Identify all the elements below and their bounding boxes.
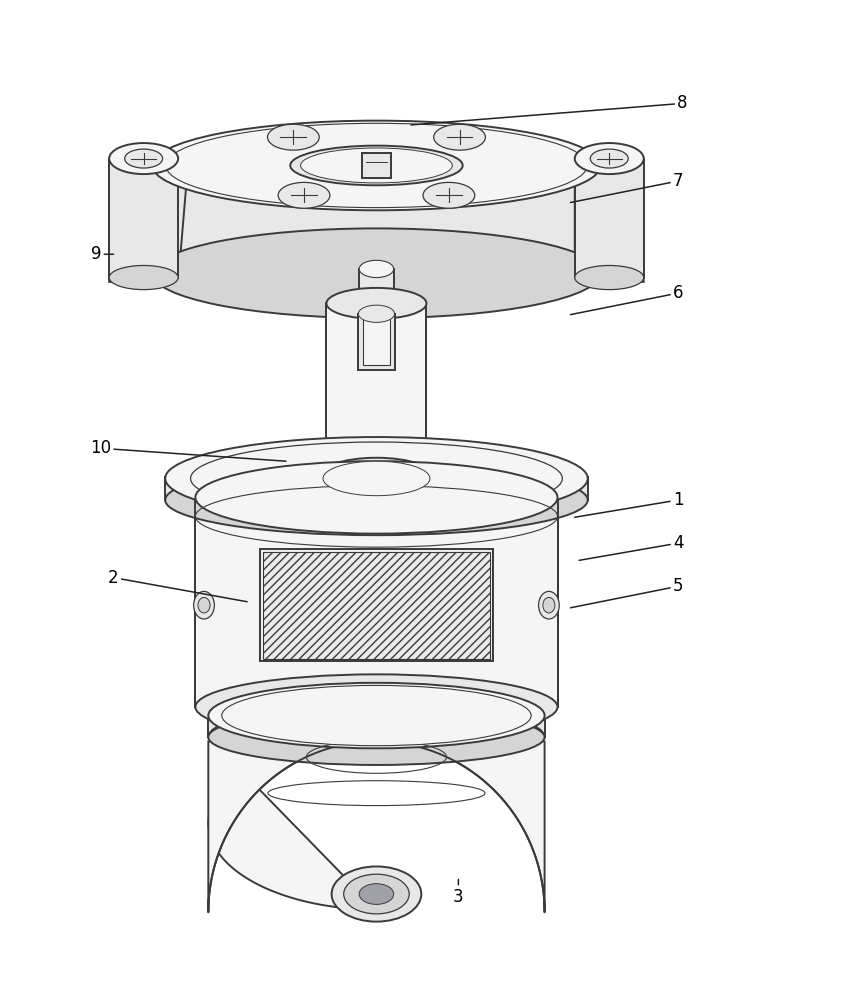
Ellipse shape <box>208 683 545 748</box>
Ellipse shape <box>221 685 531 746</box>
Text: 7: 7 <box>570 172 683 203</box>
Bar <box>260 549 493 661</box>
Polygon shape <box>208 716 545 737</box>
Ellipse shape <box>323 461 430 496</box>
Ellipse shape <box>590 149 628 168</box>
Ellipse shape <box>300 148 452 183</box>
Text: 4: 4 <box>579 534 683 560</box>
Ellipse shape <box>190 442 562 515</box>
Polygon shape <box>208 741 545 912</box>
Polygon shape <box>152 165 600 273</box>
Ellipse shape <box>208 709 545 765</box>
Ellipse shape <box>165 465 587 535</box>
Ellipse shape <box>152 121 600 210</box>
Bar <box>358 314 394 370</box>
Ellipse shape <box>574 143 644 174</box>
Ellipse shape <box>358 305 394 322</box>
Ellipse shape <box>267 124 319 150</box>
Ellipse shape <box>326 288 426 319</box>
Ellipse shape <box>109 265 178 290</box>
Text: 9: 9 <box>91 245 113 263</box>
Ellipse shape <box>279 182 330 208</box>
Ellipse shape <box>194 591 215 619</box>
Ellipse shape <box>291 146 463 185</box>
Ellipse shape <box>316 458 437 499</box>
Bar <box>362 318 390 365</box>
Ellipse shape <box>152 228 600 318</box>
Text: 6: 6 <box>570 284 683 315</box>
Bar <box>362 153 391 178</box>
Polygon shape <box>574 159 644 278</box>
Ellipse shape <box>423 182 475 208</box>
Ellipse shape <box>359 884 394 904</box>
Ellipse shape <box>433 124 485 150</box>
Polygon shape <box>208 704 545 910</box>
Ellipse shape <box>359 260 394 278</box>
Polygon shape <box>574 159 644 282</box>
Ellipse shape <box>326 459 426 490</box>
Bar <box>263 552 490 659</box>
Text: 5: 5 <box>570 577 683 608</box>
Text: 10: 10 <box>90 439 286 461</box>
Ellipse shape <box>166 123 587 208</box>
Ellipse shape <box>331 866 421 922</box>
Ellipse shape <box>543 597 555 613</box>
Polygon shape <box>165 477 587 500</box>
Text: 1: 1 <box>574 491 683 517</box>
Ellipse shape <box>343 874 409 914</box>
Ellipse shape <box>195 461 558 534</box>
Ellipse shape <box>195 674 558 740</box>
Text: 3: 3 <box>453 879 464 906</box>
Polygon shape <box>195 497 558 707</box>
Ellipse shape <box>109 143 178 174</box>
Polygon shape <box>109 159 189 282</box>
Text: 2: 2 <box>108 569 247 602</box>
Ellipse shape <box>574 265 644 290</box>
Ellipse shape <box>539 591 560 619</box>
Ellipse shape <box>165 437 587 520</box>
Polygon shape <box>109 159 178 278</box>
Ellipse shape <box>125 149 163 168</box>
Polygon shape <box>359 269 394 295</box>
Polygon shape <box>326 303 426 474</box>
Text: 8: 8 <box>411 94 688 125</box>
Ellipse shape <box>198 597 210 613</box>
